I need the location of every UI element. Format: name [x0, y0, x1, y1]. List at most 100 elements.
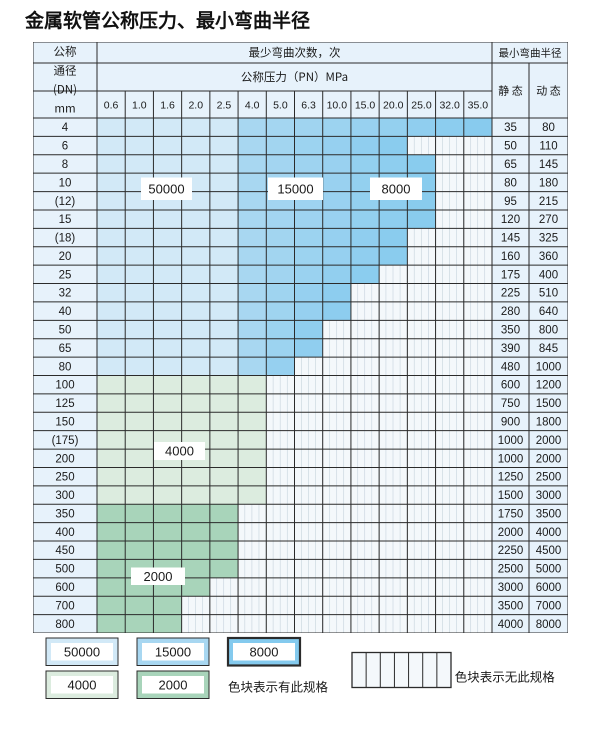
svg-text:2.5: 2.5: [217, 100, 232, 112]
svg-text:15: 15: [59, 214, 72, 226]
svg-text:1000: 1000: [498, 453, 524, 465]
svg-text:50000: 50000: [64, 644, 100, 659]
svg-text:2000: 2000: [536, 453, 562, 465]
svg-text:2250: 2250: [498, 545, 524, 557]
svg-text:2000: 2000: [159, 677, 188, 692]
svg-text:静 态: 静 态: [498, 83, 522, 99]
svg-text:2500: 2500: [498, 564, 524, 576]
svg-text:最小弯曲半径: 最小弯曲半径: [499, 46, 562, 61]
svg-text:3500: 3500: [536, 508, 562, 520]
svg-text:通径: 通径: [54, 63, 77, 79]
svg-text:1.0: 1.0: [132, 100, 147, 112]
svg-text:175: 175: [501, 269, 520, 281]
svg-text:100: 100: [55, 380, 74, 392]
svg-text:1500: 1500: [536, 398, 562, 410]
svg-text:50: 50: [504, 141, 517, 153]
svg-text:4500: 4500: [536, 545, 562, 557]
svg-text:32.0: 32.0: [439, 100, 460, 112]
svg-text:350: 350: [55, 508, 74, 520]
svg-text:8000: 8000: [382, 181, 411, 196]
svg-text:(12): (12): [55, 196, 76, 208]
svg-text:15000: 15000: [155, 644, 191, 659]
svg-text:800: 800: [539, 325, 558, 337]
svg-text:2000: 2000: [498, 527, 524, 539]
svg-text:15.0: 15.0: [355, 100, 376, 112]
svg-text:4: 4: [62, 122, 69, 134]
svg-text:145: 145: [501, 233, 520, 245]
svg-text:1800: 1800: [536, 416, 562, 428]
svg-text:160: 160: [501, 251, 520, 263]
svg-text:1200: 1200: [536, 380, 562, 392]
svg-text:480: 480: [501, 361, 520, 373]
svg-text:色块表示无此规格: 色块表示无此规格: [455, 667, 556, 686]
svg-text:动 态: 动 态: [536, 83, 560, 99]
svg-text:900: 900: [501, 416, 520, 428]
svg-text:750: 750: [501, 398, 520, 410]
svg-text:700: 700: [55, 600, 74, 612]
svg-text:225: 225: [501, 288, 520, 300]
svg-text:640: 640: [539, 306, 558, 318]
svg-text:270: 270: [539, 214, 558, 226]
svg-text:最少弯曲次数，次: 最少弯曲次数，次: [249, 45, 341, 61]
svg-text:8000: 8000: [250, 644, 279, 659]
svg-text:180: 180: [539, 177, 558, 189]
svg-text:25.0: 25.0: [411, 100, 432, 112]
svg-text:1750: 1750: [498, 508, 524, 520]
svg-text:400: 400: [539, 269, 558, 281]
svg-text:6000: 6000: [536, 582, 562, 594]
svg-text:280: 280: [501, 306, 520, 318]
svg-text:mm: mm: [54, 101, 75, 117]
svg-text:6: 6: [62, 141, 68, 153]
svg-text:1250: 1250: [498, 472, 524, 484]
svg-text:50000: 50000: [148, 181, 184, 196]
svg-text:800: 800: [55, 619, 74, 631]
svg-text:1000: 1000: [536, 361, 562, 373]
svg-text:600: 600: [55, 582, 74, 594]
svg-text:120: 120: [501, 214, 520, 226]
svg-text:510: 510: [539, 288, 558, 300]
svg-text:215: 215: [539, 196, 558, 208]
svg-text:95: 95: [504, 196, 517, 208]
svg-text:20.0: 20.0: [383, 100, 404, 112]
svg-text:公称压力（PN）MPa: 公称压力（PN）MPa: [241, 69, 348, 85]
svg-text:3500: 3500: [498, 600, 524, 612]
svg-text:2000: 2000: [536, 435, 562, 447]
svg-text:20: 20: [59, 251, 72, 263]
svg-text:350: 350: [501, 325, 520, 337]
svg-text:300: 300: [55, 490, 74, 502]
svg-text:360: 360: [539, 251, 558, 263]
svg-text:10: 10: [59, 177, 72, 189]
svg-text:2000: 2000: [144, 569, 173, 584]
svg-text:6.3: 6.3: [301, 100, 316, 112]
svg-text:400: 400: [55, 527, 74, 539]
svg-text:4000: 4000: [165, 444, 194, 459]
svg-text:32: 32: [59, 288, 72, 300]
svg-text:65: 65: [59, 343, 72, 355]
svg-text:5.0: 5.0: [273, 100, 288, 112]
svg-text:145: 145: [539, 159, 558, 171]
svg-text:(DN): (DN): [53, 82, 77, 98]
svg-text:40: 40: [59, 306, 72, 318]
svg-text:4.0: 4.0: [245, 100, 260, 112]
svg-text:50: 50: [59, 325, 72, 337]
svg-text:1500: 1500: [498, 490, 524, 502]
svg-text:2500: 2500: [536, 472, 562, 484]
svg-text:色块表示有此规格: 色块表示有此规格: [228, 677, 329, 696]
svg-text:600: 600: [501, 380, 520, 392]
svg-text:4000: 4000: [68, 677, 97, 692]
svg-text:3000: 3000: [536, 490, 562, 502]
svg-text:200: 200: [55, 453, 74, 465]
svg-text:(175): (175): [52, 435, 79, 447]
svg-text:35: 35: [504, 122, 517, 134]
svg-text:125: 125: [55, 398, 74, 410]
svg-text:5000: 5000: [536, 564, 562, 576]
svg-text:1.6: 1.6: [160, 100, 175, 112]
svg-text:450: 450: [55, 545, 74, 557]
svg-text:8: 8: [62, 159, 68, 171]
svg-text:110: 110: [539, 141, 557, 153]
svg-text:(18): (18): [55, 233, 76, 245]
svg-text:80: 80: [504, 177, 517, 189]
svg-text:150: 150: [55, 416, 74, 428]
svg-text:80: 80: [59, 361, 72, 373]
svg-text:10.0: 10.0: [327, 100, 348, 112]
